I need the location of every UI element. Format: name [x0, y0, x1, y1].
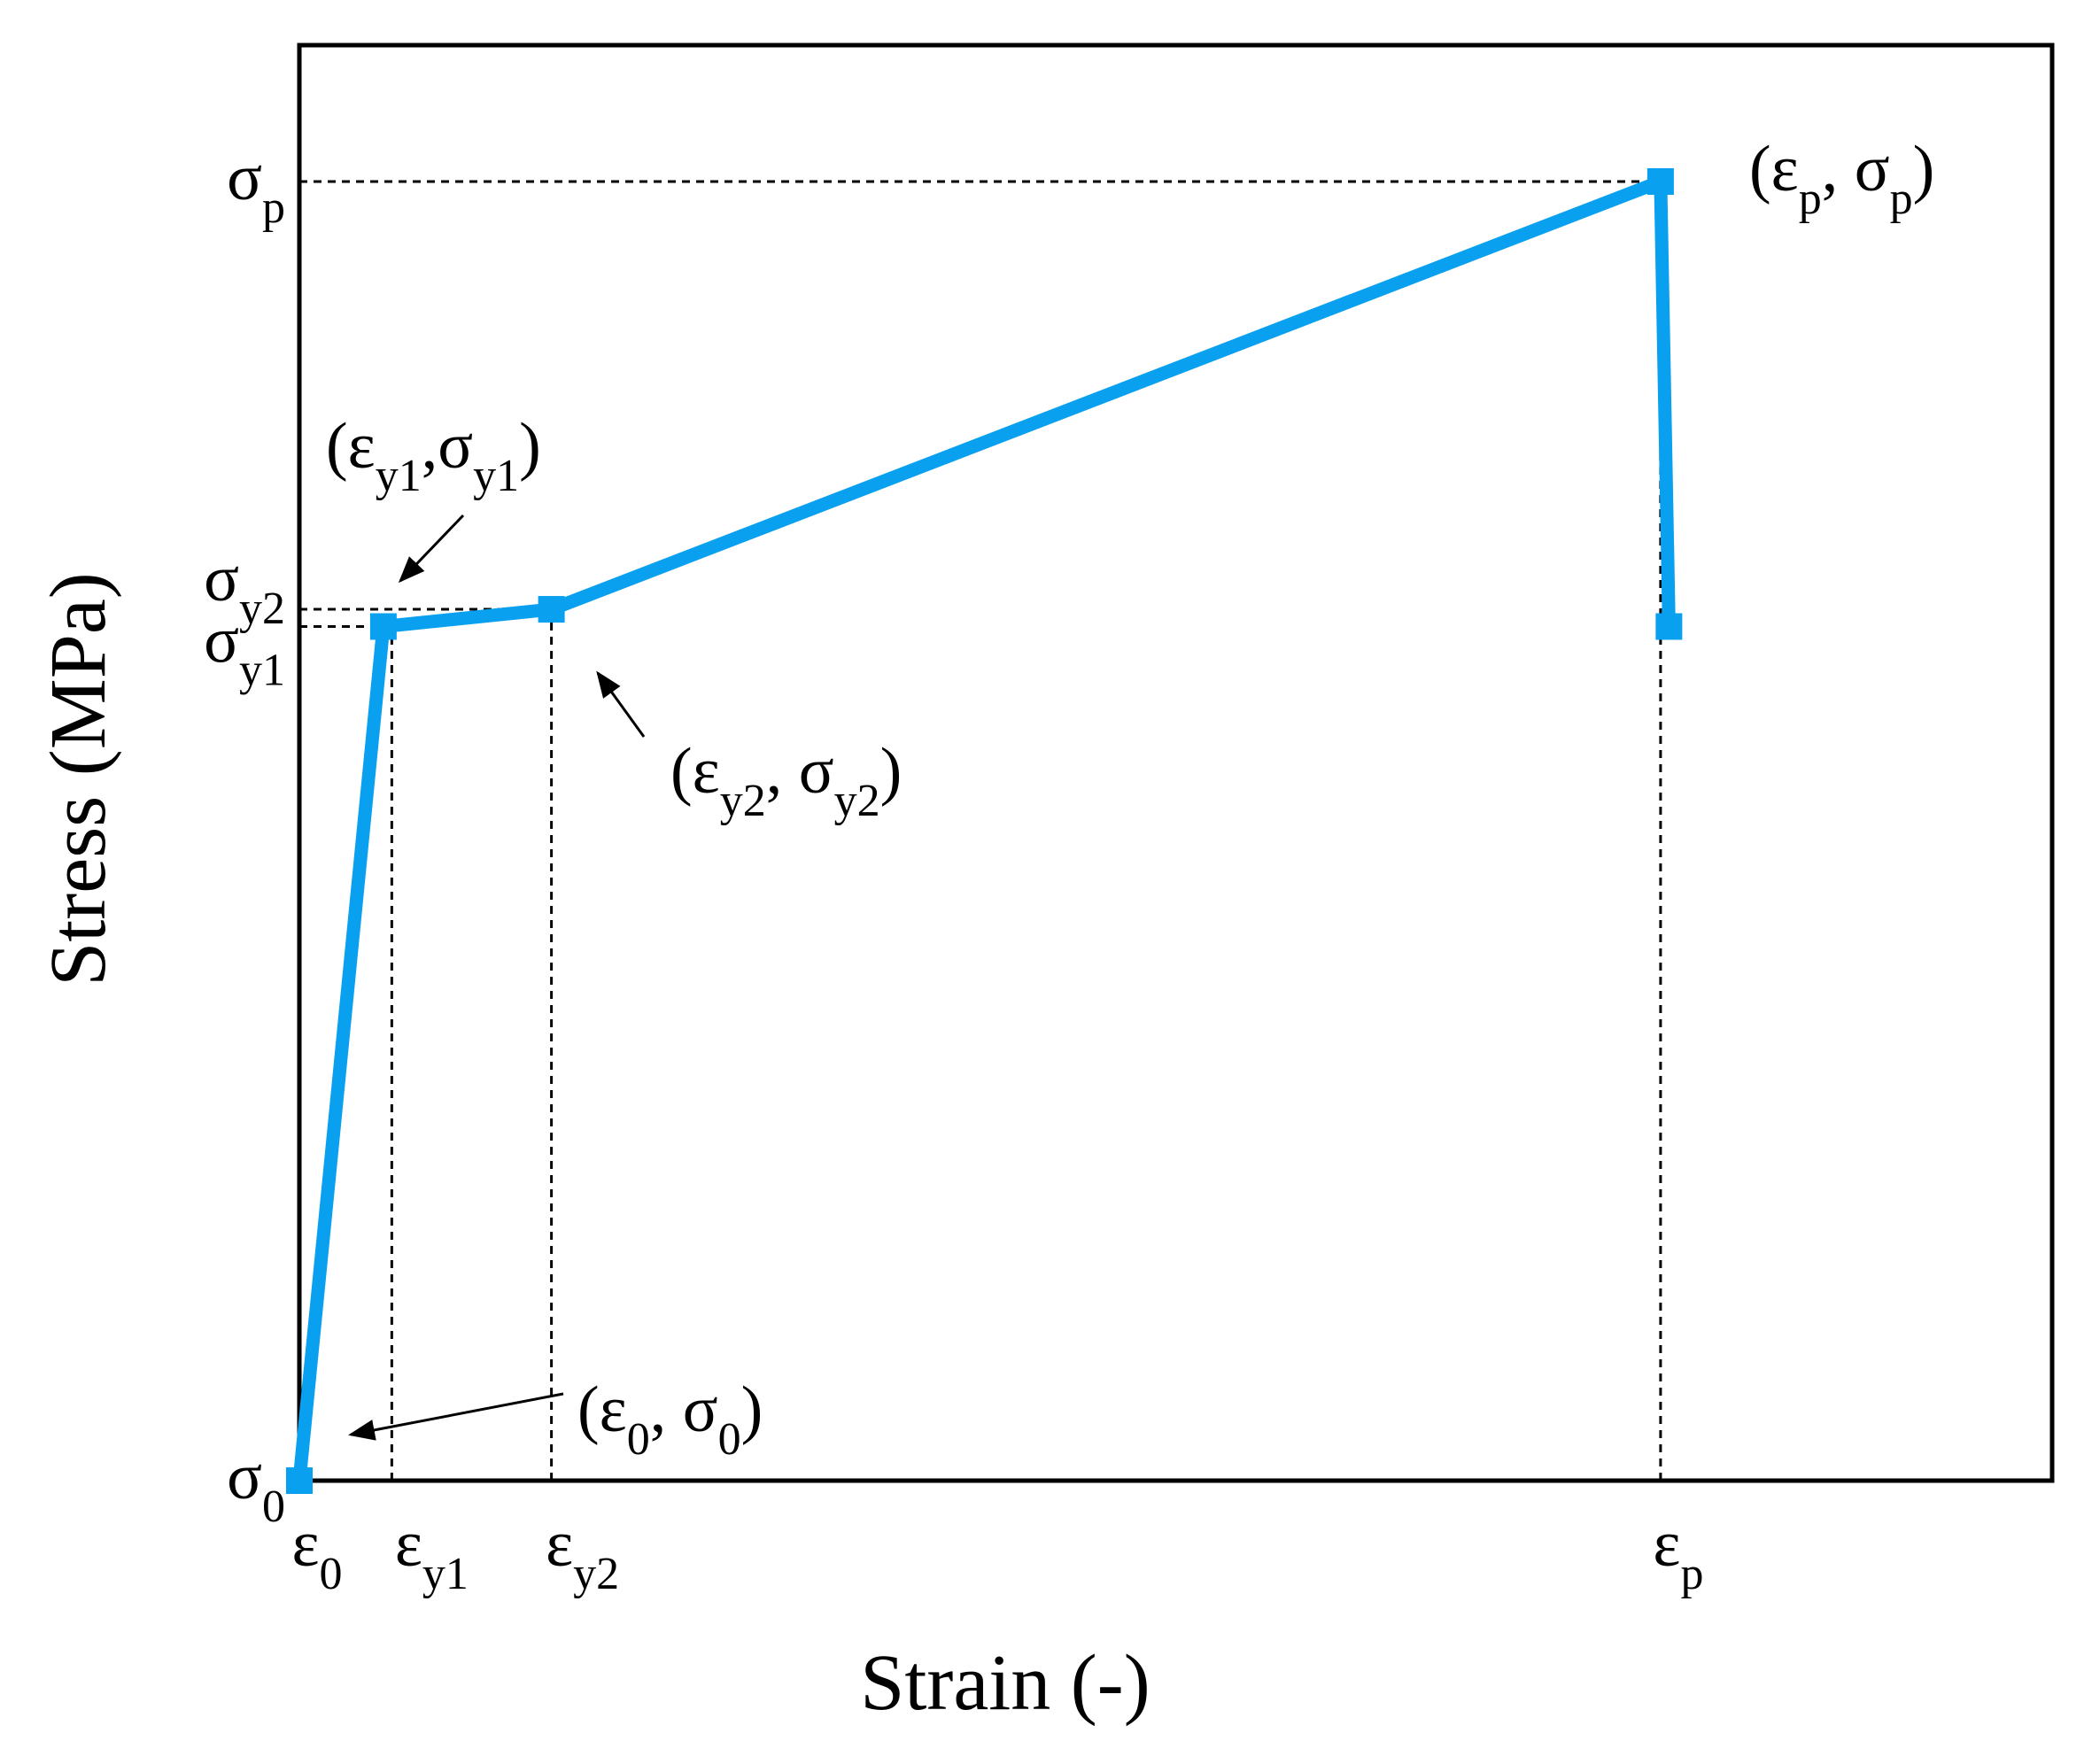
data-marker-1 [369, 613, 397, 640]
x-tick-label-3: εp [1653, 1508, 1703, 1599]
annotation-y2: (εy2, σy2) [670, 735, 902, 826]
y-tick-label-3: σp [227, 142, 285, 233]
stress-strain-line [292, 174, 1676, 1488]
arrow-y2 [596, 670, 646, 738]
x-tick-label-1: εy1 [395, 1508, 469, 1599]
y-tick-label-1: σy1 [204, 605, 285, 696]
guide-lines [299, 180, 1662, 1481]
y-axis-title: Stress (MPa) [35, 572, 122, 986]
data-marker-4 [1655, 613, 1683, 640]
x-tick-label-0: ε0 [291, 1508, 342, 1599]
arrow-y1 [398, 514, 465, 584]
data-marker-0 [286, 1467, 313, 1494]
data-marker-2 [538, 596, 565, 623]
annotation-y1: (εy1,σy1) [326, 410, 541, 501]
point-annotations: (εy1,σy1) (εy2, σy2) (ε0, σ0) (εp, σp) [326, 133, 1934, 1465]
y-tick-label-0: σ0 [227, 1441, 285, 1532]
series-layer [292, 174, 1676, 1488]
x-tick-label-2: εy2 [546, 1508, 619, 1599]
data-markers [286, 167, 1683, 1494]
arrow-zero [348, 1392, 564, 1441]
plot-frame [297, 43, 2055, 1483]
y-tick-label-2: σy2 [204, 543, 285, 634]
data-marker-3 [1646, 167, 1674, 195]
annotation-peak: (εp, σp) [1749, 133, 1934, 224]
x-axis-title: Strain (-) [860, 1639, 1150, 1727]
annotation-zero: (ε0, σ0) [577, 1373, 763, 1465]
x-tick-labels: ε0 εy1 εy2 εp [291, 1508, 1703, 1599]
